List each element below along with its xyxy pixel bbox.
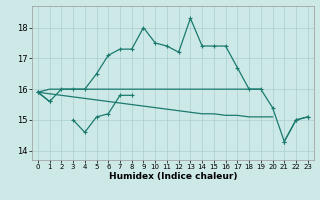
X-axis label: Humidex (Indice chaleur): Humidex (Indice chaleur) xyxy=(108,172,237,181)
